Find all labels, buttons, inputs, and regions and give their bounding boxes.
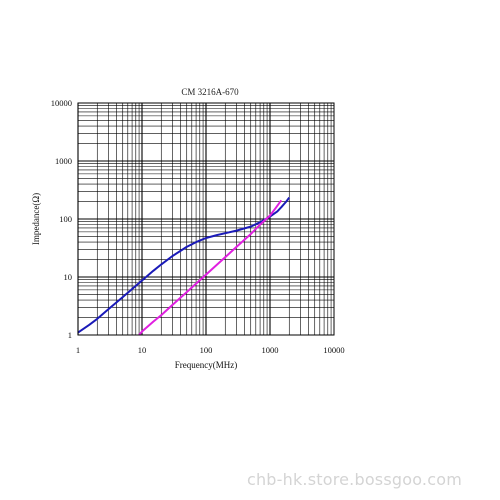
x-tick-label: 100 [200, 345, 213, 355]
y-tick-label: 1 [68, 330, 72, 340]
y-tick-label: 10 [64, 272, 73, 282]
grid [77, 103, 334, 336]
x-tick-label: 1000 [262, 345, 279, 355]
x-tick-label: 10 [138, 345, 147, 355]
watermark-text: chb-hk.store.bossgoo.com [246, 470, 462, 489]
y-tick-label: 1000 [55, 156, 72, 166]
y-axis-label: Impedance(Ω) [31, 193, 41, 245]
x-axis-label: Frequency(MHz) [175, 360, 237, 370]
x-tick-label: 1 [76, 345, 80, 355]
chart-title: CM 3216A-670 [181, 87, 239, 97]
impedance-curve-blue [77, 196, 291, 334]
x-tick-label: 10000 [323, 345, 344, 355]
impedance-curve-magenta [138, 199, 283, 336]
series-lines [77, 196, 291, 336]
y-tick-label: 100 [59, 214, 72, 224]
y-tick-label: 10000 [51, 98, 72, 108]
plot-frame [77, 102, 335, 336]
tick-labels: 1 10 100 1000 10000 1 10 100 1000 10000 [51, 98, 345, 355]
